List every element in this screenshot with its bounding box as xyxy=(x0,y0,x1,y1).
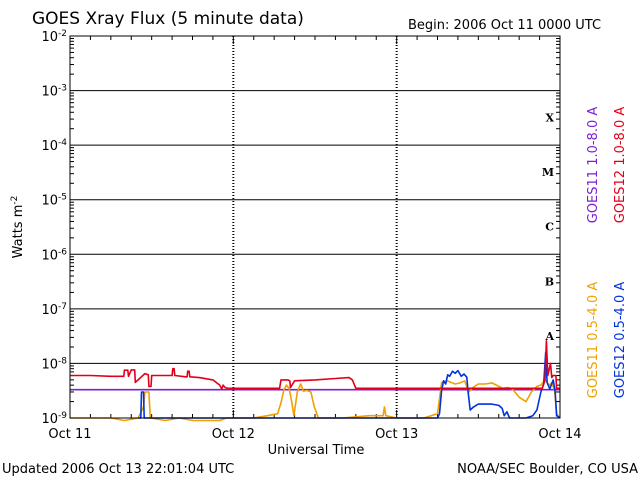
y-tick-label: 10-5 xyxy=(41,193,67,209)
flare-class-c: C xyxy=(545,221,554,234)
x-tick-label: Oct 12 xyxy=(212,427,255,442)
y-tick-base: 10 xyxy=(41,139,58,154)
updated-time: Updated 2006 Oct 13 22:01:04 UTC xyxy=(2,462,234,477)
y-tick-label: 10-3 xyxy=(41,84,67,100)
chart-title: GOES Xray Flux (5 minute data) xyxy=(32,9,304,29)
y-axis-label-exp: -2 xyxy=(10,196,20,205)
plot-area xyxy=(70,36,560,418)
x-axis-ticks: Oct 11 Oct 12 Oct 13 Oct 14 xyxy=(48,36,582,442)
y-tick-exp: -2 xyxy=(58,29,67,39)
flare-class-m: M xyxy=(542,166,554,179)
begin-time: Begin: 2006 Oct 11 0000 UTC xyxy=(408,18,601,33)
series-goes11-short xyxy=(70,379,561,422)
plot-frame xyxy=(69,35,561,419)
legend: GOES11 1.0-8.0 A GOES12 1.0-8.0 A GOES11 0… xyxy=(586,107,628,399)
y-axis-label-text: Watts m xyxy=(11,205,26,259)
legend-goes12-1-0-8-0-a: GOES12 1.0-8.0 A xyxy=(613,107,628,224)
y-tick-exp: -6 xyxy=(58,247,67,257)
y-tick-exp: -4 xyxy=(58,138,67,148)
y-tick-exp: -5 xyxy=(58,193,67,203)
flare-class-a: A xyxy=(544,330,554,343)
y-tick-base: 10 xyxy=(41,85,58,100)
y-tick-base: 10 xyxy=(41,30,58,45)
y-tick-base: 10 xyxy=(41,357,58,372)
plot-background xyxy=(70,36,560,418)
x-tick-label: Oct 13 xyxy=(375,427,418,442)
legend-goes12-0-5-4-0-a: GOES12 0.5-4.0 A xyxy=(613,282,628,399)
flare-class-x: X xyxy=(545,112,554,125)
series-lines xyxy=(70,339,561,422)
plot-border xyxy=(69,35,561,419)
legend-goes11-1-0-8-0-a: GOES11 1.0-8.0 A xyxy=(586,107,601,224)
y-tick-label: 10-8 xyxy=(41,356,67,372)
credit: NOAA/SEC Boulder, CO USA xyxy=(457,462,638,477)
y-tick-exp: -9 xyxy=(58,411,67,421)
y-tick-label: 10-7 xyxy=(41,302,67,318)
x-axis-label: Universal Time xyxy=(268,443,365,458)
y-tick-label: 10-2 xyxy=(41,29,67,45)
y-tick-base: 10 xyxy=(41,412,58,427)
x-tick-label: Oct 11 xyxy=(48,427,91,442)
y-tick-label: 10-9 xyxy=(41,411,67,427)
legend-goes11-0-5-4-0-a: GOES11 0.5-4.0 A xyxy=(586,282,601,399)
y-tick-label: 10-4 xyxy=(41,138,67,154)
y-tick-exp: -3 xyxy=(58,84,67,94)
y-tick-base: 10 xyxy=(41,303,58,318)
gridlines xyxy=(70,36,560,418)
x-tick-label: Oct 14 xyxy=(538,427,581,442)
y-axis-label: Watts m-2 xyxy=(10,196,26,259)
flare-class-labels: X M C B A xyxy=(542,112,555,343)
y-tick-label: 10-6 xyxy=(41,247,67,263)
series-goes12-short xyxy=(138,351,561,419)
flare-class-b: B xyxy=(545,275,554,288)
y-tick-base: 10 xyxy=(41,248,58,263)
series-goes12-long xyxy=(70,339,560,390)
y-axis-ticks: 10-210-310-410-510-610-710-810-9 xyxy=(41,29,560,427)
y-tick-exp: -7 xyxy=(58,302,67,312)
y-tick-exp: -8 xyxy=(58,356,67,366)
y-tick-base: 10 xyxy=(41,194,58,209)
